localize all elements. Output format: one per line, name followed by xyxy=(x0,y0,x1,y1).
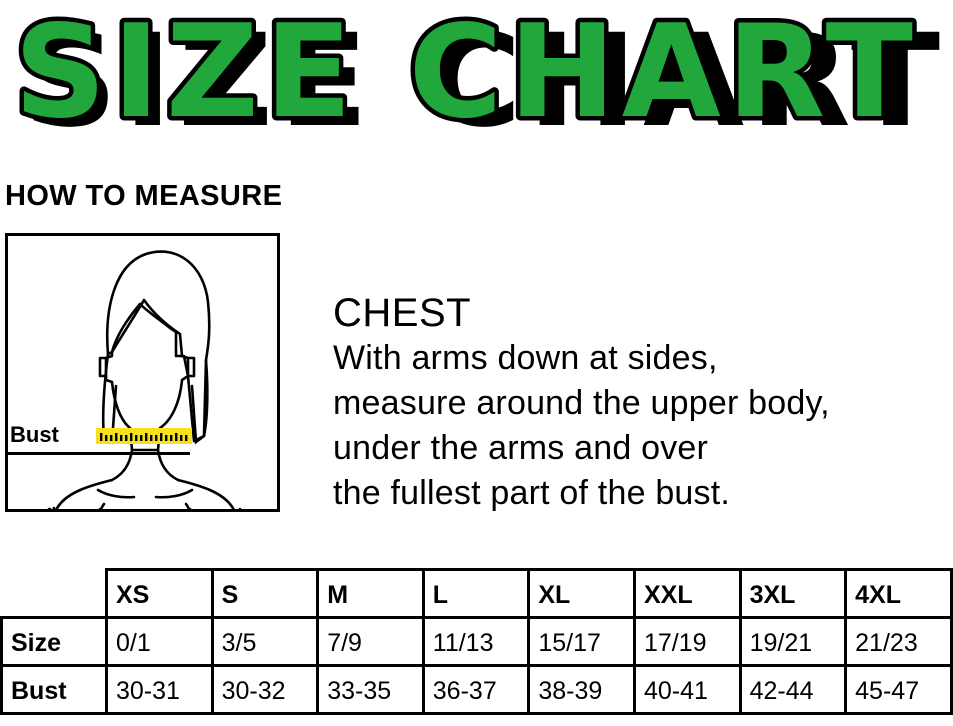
column-header-l: L xyxy=(421,568,531,619)
cell-size-4xl: 21/23 xyxy=(844,616,953,667)
cell-size-3xl: 19/21 xyxy=(738,616,848,667)
column-header-xs: XS xyxy=(105,568,214,619)
size-chart-title-graphic: SIZE CHART SIZE CHART xyxy=(10,0,946,152)
column-header-s: S xyxy=(210,568,320,619)
female-figure-illustration xyxy=(47,250,242,509)
arm-left-edge-icon xyxy=(47,506,56,509)
bust-measurement-label: Bust xyxy=(10,422,59,447)
ear-right-icon xyxy=(186,356,196,378)
shoulder-left-icon xyxy=(48,478,114,509)
cell-bust-4xl: 45-47 xyxy=(844,664,953,715)
cell-bust-s: 30-32 xyxy=(210,664,320,715)
cell-bust-m: 33-35 xyxy=(316,664,425,715)
measuring-tape-icon xyxy=(96,428,192,444)
size-table-body: Size 0/1 3/5 7/9 11/13 15/17 17/19 19/21… xyxy=(0,616,953,715)
column-header-xl: XL xyxy=(527,568,636,619)
chest-description: With arms down at sides, measure around … xyxy=(333,339,830,512)
cell-bust-xs: 30-31 xyxy=(105,664,214,715)
table-row: Bust 30-31 30-32 33-35 36-37 38-39 40-41… xyxy=(0,664,953,715)
table-header-row: XS S M L XL XXL 3XL 4XL xyxy=(2,568,953,619)
title-shadow-text: SIZE CHART xyxy=(23,7,946,152)
how-to-measure-heading: HOW TO MEASURE xyxy=(5,180,283,212)
tape-ticks xyxy=(100,433,188,441)
row-label-size: Size xyxy=(0,616,108,667)
hair-icon xyxy=(106,250,211,443)
size-table-container: XS S M L XL XXL 3XL 4XL Size 0/1 3/5 7/9… xyxy=(0,568,953,726)
collarbone-left-icon xyxy=(96,488,136,499)
cell-size-xxl: 17/19 xyxy=(632,616,742,667)
cell-size-s: 3/5 xyxy=(210,616,320,667)
shoulder-right-icon xyxy=(176,478,242,509)
column-header-xxl: XXL xyxy=(632,568,742,619)
cell-bust-3xl: 42-44 xyxy=(738,664,848,715)
page-title-banner: SIZE CHART SIZE CHART xyxy=(0,0,953,152)
cell-size-l: 11/13 xyxy=(421,616,531,667)
torso-right-icon xyxy=(184,502,192,509)
measurement-illustration-box xyxy=(5,233,280,512)
title-text: SIZE CHART xyxy=(14,0,919,147)
chest-heading: CHEST xyxy=(333,291,472,335)
bust-leader-line xyxy=(5,452,190,455)
size-table-header: XS S M L XL XXL 3XL 4XL xyxy=(2,568,953,619)
cell-bust-l: 36-37 xyxy=(421,664,531,715)
cell-bust-xxl: 40-41 xyxy=(632,664,742,715)
row-label-bust: Bust xyxy=(0,664,108,715)
table-corner-cell xyxy=(2,570,107,618)
column-header-3xl: 3XL xyxy=(738,568,848,619)
cell-size-m: 7/9 xyxy=(316,616,425,667)
size-table: XS S M L XL XXL 3XL 4XL Size 0/1 3/5 7/9… xyxy=(0,568,953,715)
cell-bust-xl: 38-39 xyxy=(527,664,636,715)
cell-size-xs: 0/1 xyxy=(105,616,214,667)
column-header-m: M xyxy=(316,568,425,619)
ear-left-icon xyxy=(98,356,108,378)
cell-size-xl: 15/17 xyxy=(527,616,636,667)
collarbone-right-icon xyxy=(154,488,194,499)
face-icon xyxy=(104,298,190,452)
table-row: Size 0/1 3/5 7/9 11/13 15/17 17/19 19/21… xyxy=(0,616,953,667)
hair-strand-right-icon xyxy=(190,358,209,445)
torso-left-icon xyxy=(98,502,106,509)
chest-instructions: CHEST With arms down at sides, measure a… xyxy=(333,290,933,516)
column-header-4xl: 4XL xyxy=(844,568,953,619)
